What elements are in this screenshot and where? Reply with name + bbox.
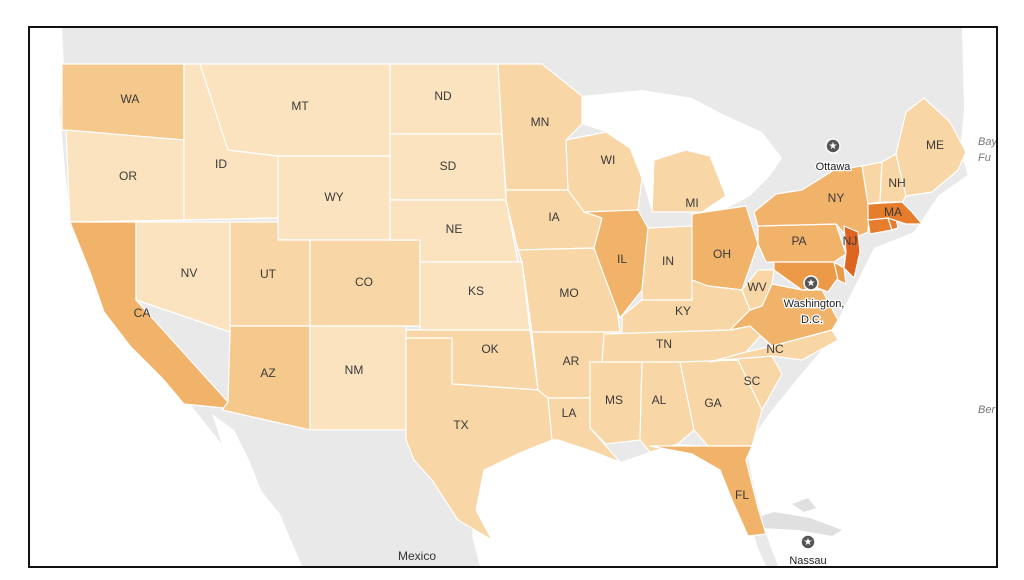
state-label-or: OR: [119, 169, 137, 183]
gulf-of-california-water: [212, 414, 270, 520]
state-label-fl: FL: [735, 488, 749, 502]
state-label-sc: SC: [744, 374, 761, 388]
nassau-marker[interactable]: ★ Nassau: [788, 534, 828, 566]
state-label-oh: OH: [713, 247, 731, 261]
state-label-la: LA: [562, 406, 577, 420]
state-label-mi: MI: [685, 196, 698, 210]
state-label-sd: SD: [440, 159, 457, 173]
state-label-ar: AR: [563, 354, 580, 368]
edge-label-bay: Bay: [978, 136, 996, 148]
washington-dc-marker[interactable]: ★ Washington, D.C.: [782, 275, 846, 327]
capital-star-icon: [803, 275, 819, 291]
state-label-az: AZ: [260, 366, 275, 380]
state-label-al: AL: [652, 393, 667, 407]
hudson-bay-water: [960, 28, 996, 176]
state-nj[interactable]: [843, 225, 861, 279]
star-glyph: ★: [829, 141, 838, 152]
state-label-ia: IA: [548, 210, 559, 224]
state-label-ga: GA: [704, 396, 721, 410]
pacific-ocean-water: [30, 28, 302, 566]
state-label-ca: CA: [134, 306, 151, 320]
state-label-wi: WI: [601, 153, 616, 167]
edge-label-fu: Fu: [978, 152, 991, 164]
state-label-nm: NM: [345, 363, 364, 377]
state-ms[interactable]: [589, 361, 643, 445]
state-label-pa: PA: [791, 234, 806, 248]
bahamas-land: [792, 498, 816, 512]
state-label-me: ME: [926, 138, 944, 152]
star-glyph: ★: [807, 278, 816, 289]
state-label-ks: KS: [468, 284, 484, 298]
state-ma[interactable]: [867, 201, 923, 225]
capital-star-icon: [825, 138, 841, 154]
state-nm[interactable]: [309, 325, 407, 431]
state-de[interactable]: [833, 261, 847, 285]
ottawa-marker[interactable]: ★ Ottawa: [814, 138, 853, 174]
state-tx[interactable]: [405, 337, 553, 541]
state-wi[interactable]: [565, 131, 643, 213]
state-label-ok: OK: [481, 342, 498, 356]
city-label-washington: Washington,: [784, 298, 845, 310]
state-label-ms: MS: [605, 393, 623, 407]
state-label-co: CO: [355, 275, 373, 289]
state-nh[interactable]: [879, 153, 907, 203]
state-label-mn: MN: [531, 115, 550, 129]
state-va[interactable]: [729, 283, 839, 347]
us-choropleth-map: WA OR CA ID NV MT WY UT AZ CO NM ND SD NE KS OK TX MN IA MO…: [30, 28, 996, 566]
state-label-wy: WY: [324, 190, 343, 204]
star-glyph: ★: [804, 537, 813, 548]
state-label-ne: NE: [446, 222, 463, 236]
state-label-ut: UT: [260, 267, 277, 281]
cuba-land: [750, 512, 842, 536]
state-label-ny: NY: [828, 191, 845, 205]
state-label-tx: TX: [453, 418, 468, 432]
state-il[interactable]: [583, 209, 649, 319]
gulf-of-mexico-water: [472, 434, 766, 566]
city-label-ottawa: Ottawa: [816, 161, 852, 173]
capital-star-icon: [800, 534, 816, 550]
state-label-mt: MT: [291, 99, 309, 113]
state-label-tn: TN: [656, 337, 672, 351]
country-label-mexico: Mexico: [398, 549, 436, 563]
state-label-nd: ND: [434, 89, 452, 103]
state-label-in: IN: [662, 254, 674, 268]
state-label-id: ID: [215, 157, 227, 171]
state-label-nj: NJ: [843, 234, 858, 248]
state-me[interactable]: [895, 97, 967, 197]
state-label-nh: NH: [888, 176, 905, 190]
edge-label-ber: Ber: [978, 404, 996, 416]
city-label-dc: D.C.: [801, 314, 823, 326]
map-panel[interactable]: WA OR CA ID NV MT WY UT AZ CO NM ND SD NE KS OK TX MN IA MO…: [28, 26, 998, 568]
state-label-ky: KY: [675, 304, 691, 318]
state-fl[interactable]: [649, 445, 767, 537]
state-label-il: IL: [617, 252, 627, 266]
state-label-wa: WA: [121, 92, 140, 106]
state-label-mo: MO: [559, 286, 578, 300]
state-label-wv: WV: [747, 280, 766, 294]
city-label-nassau: Nassau: [789, 555, 826, 566]
state-label-nv: NV: [181, 266, 198, 280]
atlantic-ocean-water: [746, 150, 996, 566]
state-label-nc: NC: [766, 342, 784, 356]
state-label-ma: MA: [884, 205, 902, 219]
